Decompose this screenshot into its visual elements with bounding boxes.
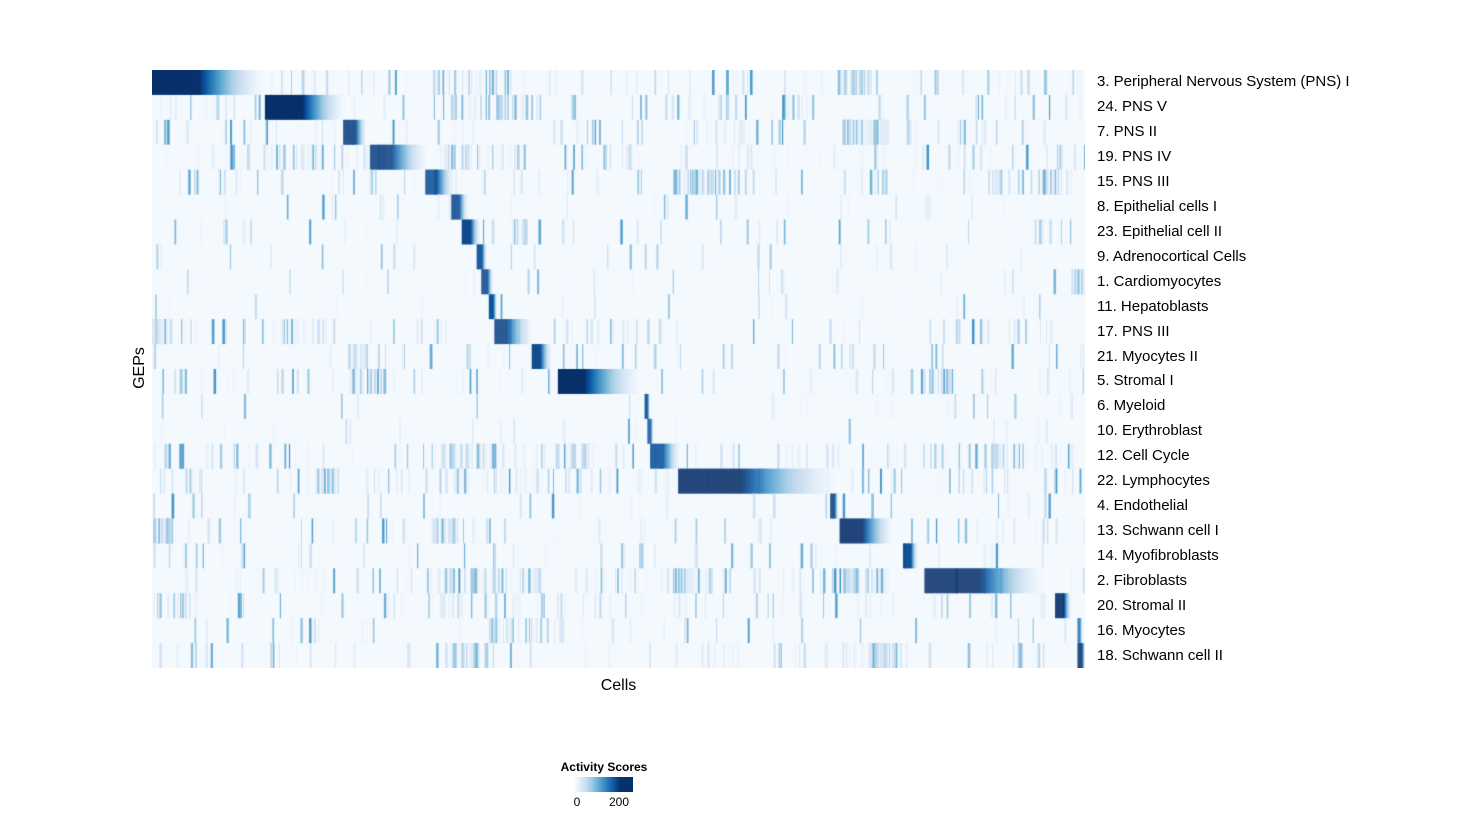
x-axis-label: Cells xyxy=(600,677,637,694)
row-label-22: 20. Stromal II xyxy=(1097,596,1187,614)
row-label-16: 12. Cell Cycle xyxy=(1097,447,1190,465)
legend-tick-min: 0 xyxy=(573,795,581,809)
row-label-18: 4. Endothelial xyxy=(1097,497,1188,515)
row-label-7: 23. Epithelial cell II xyxy=(1097,222,1223,240)
row-label-21: 2. Fibroblasts xyxy=(1097,571,1188,589)
row-label-4: 19. PNS IV xyxy=(1097,148,1172,166)
row-label-20: 14. Myofibroblasts xyxy=(1097,546,1219,564)
row-label-14: 6. Myeloid xyxy=(1097,397,1166,415)
row-label-24: 18. Schwann cell II xyxy=(1097,646,1223,664)
row-label-9: 1. Cardiomyocytes xyxy=(1097,272,1222,290)
row-label-6: 8. Epithelial cells I xyxy=(1097,198,1218,216)
row-label-23: 16. Myocytes xyxy=(1097,621,1186,639)
row-label-10: 11. Hepatoblasts xyxy=(1097,297,1209,315)
y-axis-label: GEPs xyxy=(131,347,148,389)
row-label-5: 15. PNS III xyxy=(1097,173,1170,191)
legend-title: Activity Scores xyxy=(560,760,648,774)
heatmap-canvas xyxy=(152,70,1085,668)
row-label-17: 22. Lymphocytes xyxy=(1097,472,1210,490)
row-label-1: 3. Peripheral Nervous System (PNS) I xyxy=(1097,73,1350,91)
row-label-13: 5. Stromal I xyxy=(1097,372,1174,390)
row-label-19: 13. Schwann cell I xyxy=(1097,521,1219,539)
legend-tick-max: 200 xyxy=(608,795,630,809)
row-label-11: 17. PNS III xyxy=(1097,322,1170,340)
row-label-3: 7. PNS II xyxy=(1097,123,1158,141)
row-label-15: 10. Erythroblast xyxy=(1097,422,1203,440)
colorbar-legend: Activity Scores 0 200 xyxy=(561,760,648,812)
row-label-12: 21. Myocytes II xyxy=(1097,347,1198,365)
row-label-2: 24. PNS V xyxy=(1097,98,1168,116)
row-label-8: 9. Adrenocortical Cells xyxy=(1097,247,1247,265)
colorbar-gradient xyxy=(575,777,633,792)
